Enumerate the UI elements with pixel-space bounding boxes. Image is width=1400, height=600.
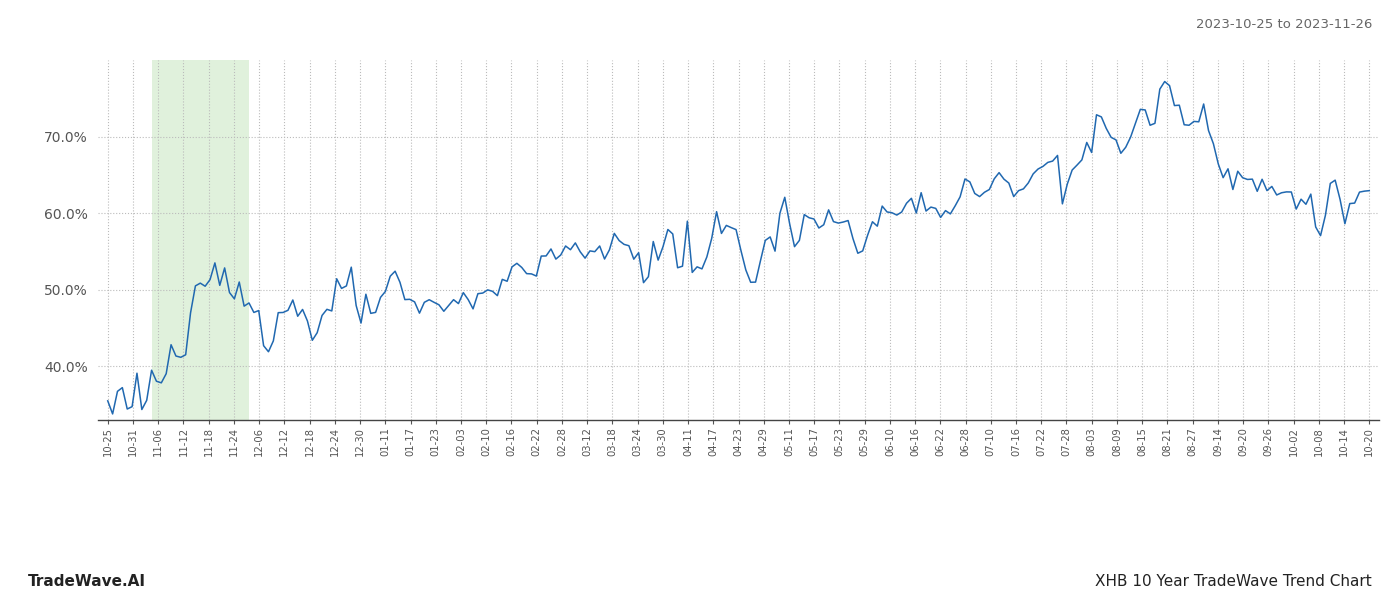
Text: XHB 10 Year TradeWave Trend Chart: XHB 10 Year TradeWave Trend Chart bbox=[1095, 574, 1372, 589]
Text: 2023-10-25 to 2023-11-26: 2023-10-25 to 2023-11-26 bbox=[1196, 18, 1372, 31]
Bar bbox=[151, 60, 249, 420]
Text: TradeWave.AI: TradeWave.AI bbox=[28, 574, 146, 589]
